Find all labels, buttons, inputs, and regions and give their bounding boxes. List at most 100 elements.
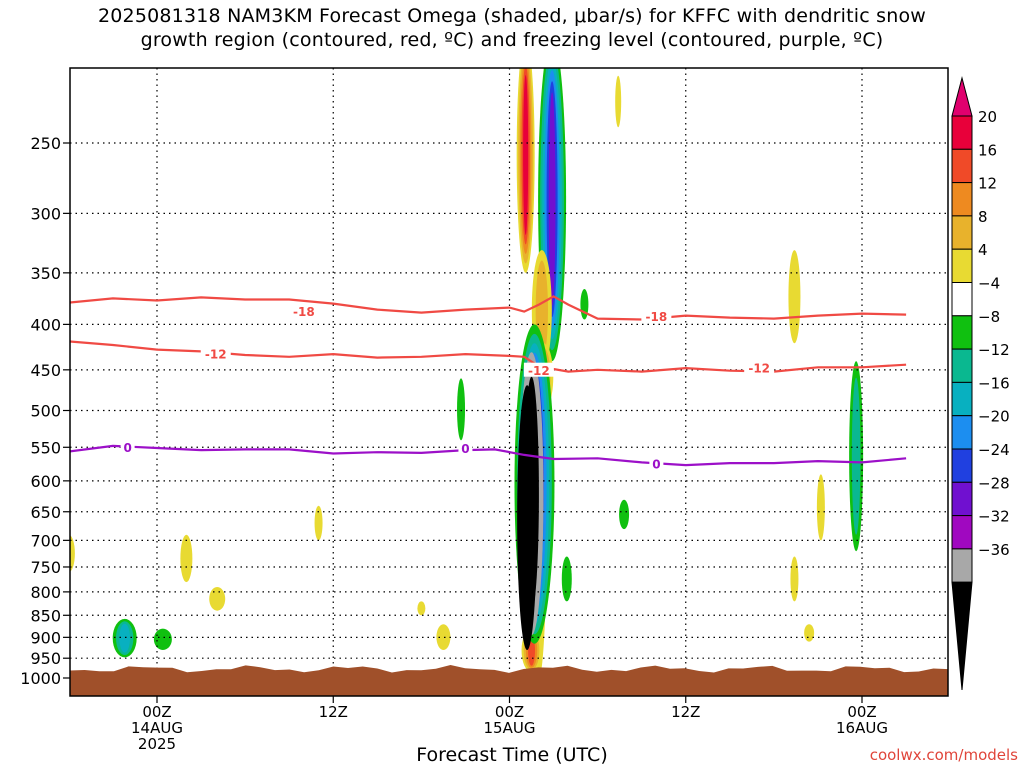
colorbar-label: −20: [978, 408, 1010, 426]
colorbar-label: 8: [978, 208, 988, 226]
colorbar-label: −32: [978, 508, 1010, 526]
x-tick-label: 14AUG: [131, 719, 183, 737]
contour-label: -18: [293, 305, 315, 319]
ground-terrain: [70, 665, 948, 696]
omega-region: [119, 623, 131, 653]
omega-region: [70, 535, 75, 572]
colorbar-segment: [951, 348, 973, 383]
omega-region: [851, 377, 861, 535]
colorbar-segment: [951, 415, 973, 450]
omega-region: [457, 378, 466, 441]
x-tick-label: 00Z: [847, 703, 876, 721]
y-tick-label: 450: [30, 361, 61, 380]
contour-label: -12: [528, 364, 550, 378]
colorbar-label: 12: [978, 175, 997, 193]
chart-title: 2025081318 NAM3KM Forecast Omega (shaded…: [0, 4, 1024, 52]
colorbar-segment: [951, 548, 973, 583]
colorbar-segment: [951, 448, 973, 483]
y-tick-label: 900: [30, 628, 61, 647]
omega-region: [816, 474, 825, 541]
colorbar: 20 16 12 8 4 −4 −8 −12 −16 −20 −24 −28 −32 −36: [951, 76, 1010, 691]
omega-region: [436, 624, 451, 650]
y-tick-label: 600: [30, 472, 61, 491]
colorbar-segment: [951, 182, 973, 217]
x-tick-label: 00Z: [495, 703, 524, 721]
omega-region: [10, 76, 16, 158]
y-tick-label: 1000: [20, 669, 61, 688]
omega-region: [2, 127, 22, 316]
omega-region: [619, 499, 630, 530]
y-tick-label: 250: [30, 134, 61, 153]
colorbar-label: −24: [978, 441, 1010, 459]
x-tick-label: 15AUG: [484, 719, 536, 737]
colorbar-bottom-arrow: [951, 581, 973, 691]
contour-label: -18: [646, 310, 668, 324]
omega-region: [523, 74, 529, 235]
contour-label: 0: [652, 457, 660, 471]
omega-region: [548, 92, 556, 306]
x-axis-label: Forecast Time (UTC): [416, 744, 608, 766]
y-tick-label: 800: [30, 583, 61, 602]
colorbar-segment: [951, 148, 973, 184]
contour-label-bg: [120, 439, 135, 454]
y-tick-label: 400: [30, 315, 61, 334]
omega-region: [788, 250, 801, 344]
contour-label-bg: [641, 308, 672, 323]
omega-region: [804, 624, 815, 642]
credit-text: coolwx.com/models: [869, 746, 1018, 764]
contour-label-bg: [523, 362, 554, 377]
contour-label-bg: [649, 455, 664, 470]
chart-title-line-2: growth region (contoured, red, ºC) and f…: [140, 29, 884, 51]
x-tick-label: 12Z: [671, 703, 700, 721]
y-tick-label: 700: [30, 531, 61, 550]
y-tick-label: 850: [30, 606, 61, 625]
temperature-contours: [70, 295, 907, 467]
colorbar-label: 16: [978, 141, 997, 159]
x-tick-label: 16AUG: [836, 719, 888, 737]
chart-title-line-1: 2025081318 NAM3KM Forecast Omega (shaded…: [97, 5, 927, 27]
omega-region: [8, 155, 15, 289]
x-tick-label: 2025: [138, 735, 176, 753]
omega-region: [0, 378, 4, 577]
colorbar-label: 4: [978, 241, 988, 259]
colorbar-label: −28: [978, 474, 1010, 492]
y-tick-label: 550: [30, 438, 61, 457]
colorbar-segment: [951, 282, 973, 317]
colorbar-label: −16: [978, 374, 1010, 392]
ground-fill: [70, 665, 948, 696]
y-tick-label: 350: [30, 264, 61, 283]
colorbar-segment: [951, 115, 973, 150]
colorbar-label: 20: [978, 108, 997, 126]
omega-region: [561, 556, 572, 602]
colorbar-segment: [951, 215, 973, 250]
x-tick-label: 12Z: [319, 703, 348, 721]
grid-lines: [70, 68, 948, 696]
y-axis: 250 300 350 400 450 500 550 600 650 700 750 800 850 9…: [20, 134, 70, 688]
omega-region: [6, 146, 17, 298]
colorbar-label: −8: [978, 308, 1000, 326]
colorbar-segment: [951, 248, 973, 283]
contour-label: -12: [205, 348, 227, 362]
colorbar-label: −36: [978, 541, 1010, 559]
contour-label: -12: [748, 362, 770, 376]
omega-region: [417, 601, 426, 616]
colorbar-label: −12: [978, 341, 1010, 359]
contour-line: [70, 295, 907, 321]
contour-label-bg: [288, 303, 319, 318]
colorbar-segment: [951, 315, 973, 350]
omega-region: [153, 628, 172, 650]
omega-region: [180, 534, 193, 583]
colorbar-label: −4: [978, 275, 1000, 293]
omega-region: [615, 75, 622, 128]
omega-region: [209, 587, 226, 611]
contour-line: [70, 444, 907, 467]
omega-region: [12, 366, 28, 411]
contour-label-bg: [744, 360, 775, 375]
omega-shading: [0, 68, 864, 678]
contour-label: 0: [461, 442, 469, 456]
omega-region: [314, 505, 323, 541]
omega-region: [4, 137, 20, 308]
x-tick-label: 00Z: [142, 703, 171, 721]
